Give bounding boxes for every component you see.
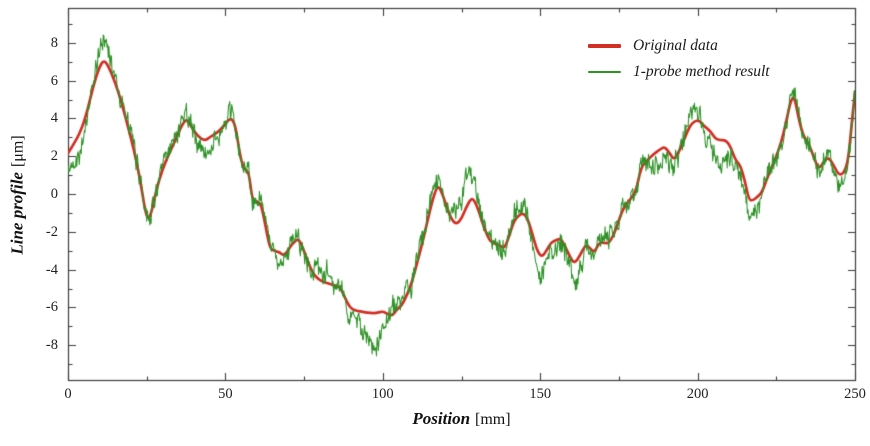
x-tick-label: 200 xyxy=(686,386,709,402)
x-axis-label-unit: [mm] xyxy=(475,411,511,428)
x-axis-label: Position [mm] xyxy=(68,409,855,429)
x-tick-label: 250 xyxy=(844,386,866,402)
y-tick-label: -4 xyxy=(45,261,58,278)
legend-label: Original data xyxy=(633,37,718,54)
y-tick-label: 2 xyxy=(50,148,58,165)
legend-item-original-data: Original data xyxy=(588,33,770,59)
y-tick-label: 6 xyxy=(50,72,58,89)
x-axis-label-main: Position xyxy=(412,409,471,428)
y-tick-label: -6 xyxy=(45,299,58,316)
x-tick-label: 100 xyxy=(371,386,394,402)
y-tick-label: -8 xyxy=(45,337,58,354)
legend-label: 1-probe method result xyxy=(633,63,770,80)
legend: Original data 1-probe method result xyxy=(588,33,770,85)
legend-line-sample xyxy=(588,44,621,48)
y-tick-label: -2 xyxy=(45,223,58,240)
legend-item-1-probe-method-result: 1-probe method result xyxy=(588,59,770,85)
y-tick-label: 8 xyxy=(50,34,58,51)
legend-line-sample xyxy=(588,71,621,73)
x-tick-label: 150 xyxy=(529,386,552,402)
x-tick-label: 50 xyxy=(218,386,233,402)
y-tick-label: 4 xyxy=(50,110,58,127)
y-tick-label: 0 xyxy=(50,186,58,202)
x-tick-label: 0 xyxy=(64,386,72,402)
